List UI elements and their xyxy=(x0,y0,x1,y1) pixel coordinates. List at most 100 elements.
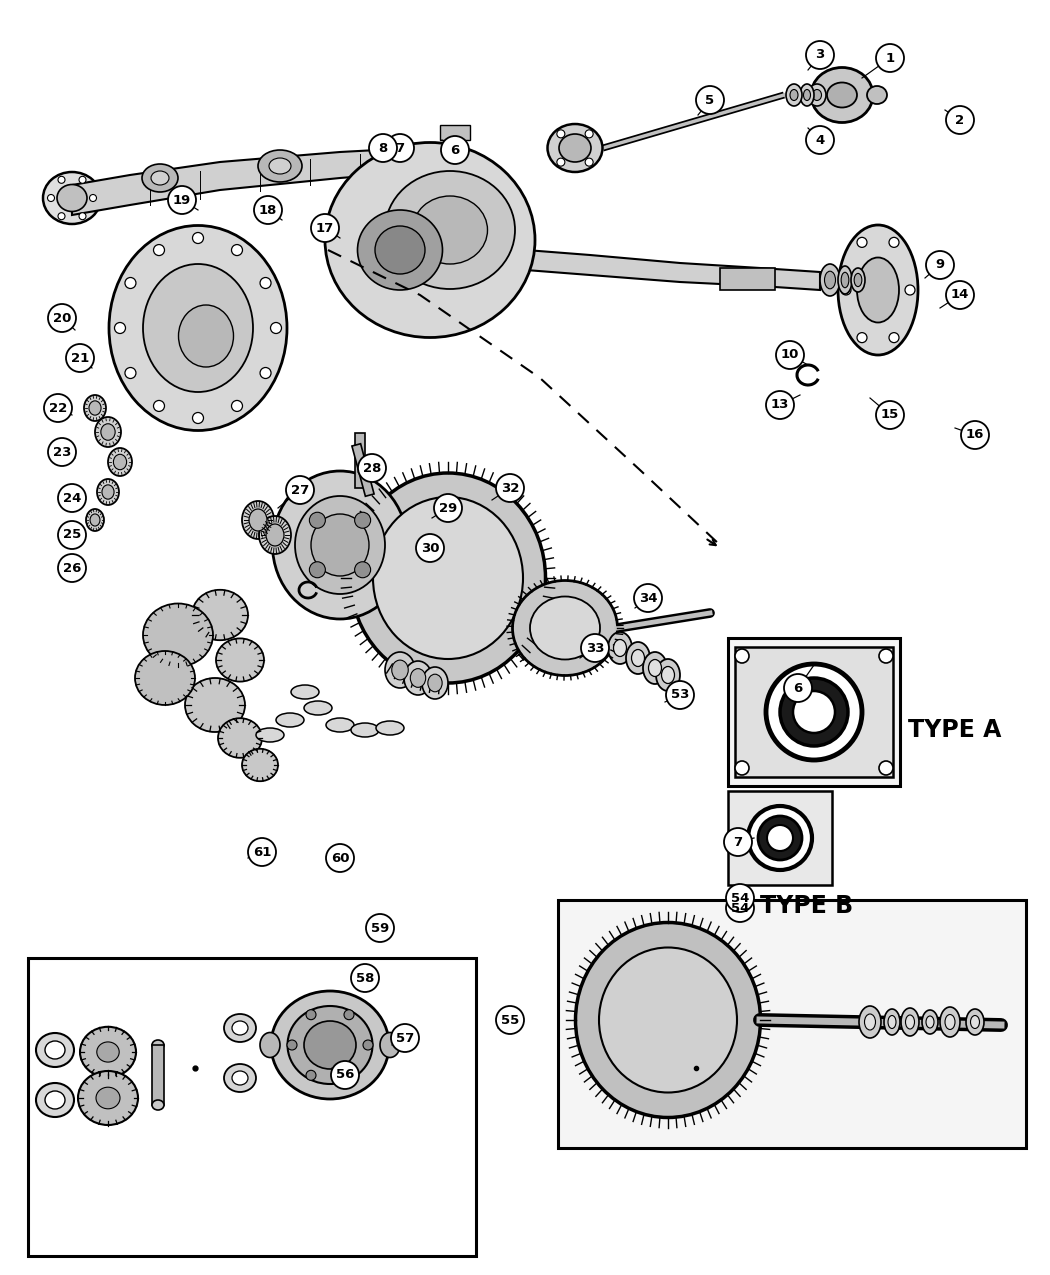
Ellipse shape xyxy=(142,164,178,193)
Circle shape xyxy=(58,521,86,550)
Ellipse shape xyxy=(151,171,169,185)
Ellipse shape xyxy=(45,1040,65,1060)
Circle shape xyxy=(889,237,899,247)
Circle shape xyxy=(192,413,204,423)
Ellipse shape xyxy=(530,597,600,659)
Ellipse shape xyxy=(404,660,432,695)
Circle shape xyxy=(271,323,281,334)
Circle shape xyxy=(857,333,867,343)
Ellipse shape xyxy=(808,84,826,106)
Ellipse shape xyxy=(96,1088,120,1109)
Ellipse shape xyxy=(824,272,836,289)
Ellipse shape xyxy=(97,1042,120,1062)
Ellipse shape xyxy=(598,947,737,1093)
Circle shape xyxy=(496,474,524,502)
Ellipse shape xyxy=(260,1033,280,1057)
Text: 24: 24 xyxy=(63,491,81,505)
Text: 14: 14 xyxy=(951,288,969,301)
Circle shape xyxy=(758,816,802,861)
Text: 34: 34 xyxy=(638,592,657,604)
Circle shape xyxy=(79,213,86,219)
Ellipse shape xyxy=(422,667,448,699)
Ellipse shape xyxy=(135,652,195,705)
Text: 17: 17 xyxy=(316,222,334,235)
Ellipse shape xyxy=(649,659,662,677)
Ellipse shape xyxy=(811,68,873,122)
Ellipse shape xyxy=(375,226,425,274)
Polygon shape xyxy=(72,148,415,215)
Ellipse shape xyxy=(850,268,865,292)
Ellipse shape xyxy=(108,448,132,476)
Circle shape xyxy=(306,1070,316,1080)
Text: 26: 26 xyxy=(63,561,81,575)
Text: 2: 2 xyxy=(956,113,965,126)
Text: 8: 8 xyxy=(378,142,387,154)
FancyBboxPatch shape xyxy=(728,790,832,885)
Text: 27: 27 xyxy=(291,483,309,496)
Ellipse shape xyxy=(392,660,408,680)
Bar xyxy=(558,900,1026,1148)
Ellipse shape xyxy=(266,524,284,546)
Circle shape xyxy=(286,476,314,504)
Ellipse shape xyxy=(259,516,291,555)
Circle shape xyxy=(857,237,867,247)
Text: 28: 28 xyxy=(363,462,381,474)
Ellipse shape xyxy=(884,1009,900,1035)
Circle shape xyxy=(666,681,694,709)
Circle shape xyxy=(946,106,974,134)
Circle shape xyxy=(58,176,65,184)
Ellipse shape xyxy=(224,1014,256,1042)
Ellipse shape xyxy=(575,923,760,1117)
Text: 5: 5 xyxy=(706,93,715,107)
Circle shape xyxy=(58,213,65,219)
Ellipse shape xyxy=(143,603,213,667)
Circle shape xyxy=(48,303,76,332)
Text: 10: 10 xyxy=(781,348,799,362)
Ellipse shape xyxy=(559,134,591,162)
Ellipse shape xyxy=(80,1026,136,1077)
Text: 56: 56 xyxy=(336,1068,354,1081)
Ellipse shape xyxy=(411,668,425,687)
Text: 7: 7 xyxy=(396,142,404,154)
Circle shape xyxy=(125,278,135,288)
Circle shape xyxy=(726,894,754,922)
Polygon shape xyxy=(500,249,820,289)
Circle shape xyxy=(260,278,271,288)
Ellipse shape xyxy=(859,1006,881,1038)
Circle shape xyxy=(793,691,835,733)
Circle shape xyxy=(192,232,204,244)
Ellipse shape xyxy=(786,84,802,106)
Text: 33: 33 xyxy=(586,641,604,654)
Text: 59: 59 xyxy=(371,922,390,935)
Ellipse shape xyxy=(841,273,848,288)
Circle shape xyxy=(306,1010,316,1020)
Circle shape xyxy=(386,134,414,162)
Circle shape xyxy=(735,761,749,775)
Ellipse shape xyxy=(185,678,245,732)
Ellipse shape xyxy=(857,258,899,323)
Text: 13: 13 xyxy=(771,399,790,412)
Ellipse shape xyxy=(276,713,304,727)
Circle shape xyxy=(766,825,793,850)
Circle shape xyxy=(58,555,86,581)
Ellipse shape xyxy=(36,1033,74,1067)
Ellipse shape xyxy=(101,423,116,440)
Ellipse shape xyxy=(613,640,627,657)
Ellipse shape xyxy=(626,643,650,674)
Circle shape xyxy=(89,195,97,201)
Circle shape xyxy=(326,844,354,872)
Circle shape xyxy=(876,402,904,428)
Ellipse shape xyxy=(288,1006,373,1084)
Ellipse shape xyxy=(662,667,674,683)
Ellipse shape xyxy=(922,1010,938,1034)
Text: 61: 61 xyxy=(253,845,271,858)
Circle shape xyxy=(358,454,386,482)
Ellipse shape xyxy=(373,497,523,659)
Circle shape xyxy=(724,827,752,856)
Ellipse shape xyxy=(152,1040,164,1051)
Circle shape xyxy=(556,130,565,138)
Ellipse shape xyxy=(113,454,127,469)
Ellipse shape xyxy=(273,470,407,618)
Text: 15: 15 xyxy=(881,408,899,422)
Ellipse shape xyxy=(838,266,852,295)
